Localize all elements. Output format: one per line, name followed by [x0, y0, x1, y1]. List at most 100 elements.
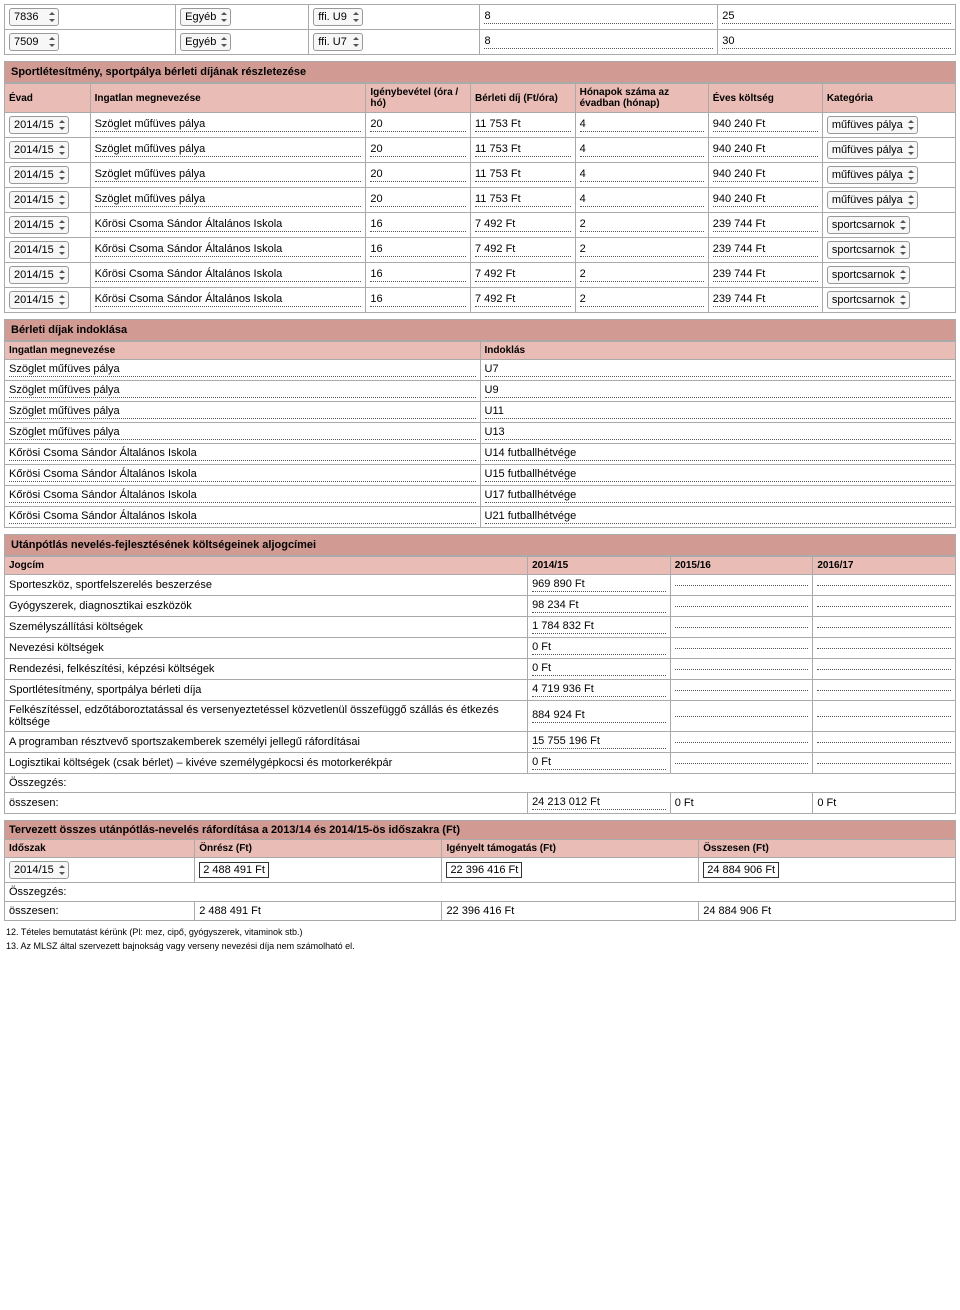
- aljogcim-v1: 4 719 936 Ft: [532, 683, 666, 697]
- rent-dij: 7 492 Ft: [475, 293, 571, 307]
- rent-honap: 2: [580, 243, 704, 257]
- top-type-select[interactable]: Egyéb: [180, 8, 231, 26]
- indoklas-indoklas: U21 futballhétvége: [485, 510, 952, 524]
- indoklas-indoklas: U13: [485, 426, 952, 440]
- aljogcim-v2: [675, 715, 809, 717]
- rent-kat-select[interactable]: sportcsarnok: [827, 291, 910, 309]
- rent-kat-select[interactable]: műfüves pálya: [827, 166, 918, 184]
- rent-evad-select[interactable]: 2014/15: [9, 291, 69, 309]
- aljogcim-name: Személyszállítási költségek: [5, 617, 528, 638]
- aljogcim-row: Felkészítéssel, edzőtáboroztatással és v…: [5, 701, 956, 732]
- indoklas-indoklas: U15 futballhétvége: [485, 468, 952, 482]
- footnote-13: 13. Az MLSZ által szervezett bajnokság v…: [6, 941, 954, 951]
- indoklas-indoklas: U11: [485, 405, 952, 419]
- rent-ingatlan: Kőrösi Csoma Sándor Általános Iskola: [95, 293, 362, 307]
- rent-ora: 20: [370, 118, 466, 132]
- rent-kat-select[interactable]: sportcsarnok: [827, 266, 910, 284]
- footnote-12: 12. Tételes bemutatást kérünk (Pl: mez, …: [6, 927, 954, 937]
- terv-title: Tervezett összes utánpótlás-nevelés ráfo…: [5, 821, 956, 840]
- top-cat-select[interactable]: ffi. U7: [313, 33, 363, 51]
- top-row: 7509Egyébffi. U7830: [5, 30, 956, 55]
- indoklas-indoklas: U14 futballhétvége: [485, 447, 952, 461]
- aljogcim-v3: [817, 584, 951, 586]
- indoklas-h2: Indoklás: [480, 342, 956, 360]
- aljogcim-row: Logisztikai költségek (csak bérlet) – ki…: [5, 753, 956, 774]
- rent-ingatlan: Szöglet műfüves pálya: [95, 143, 362, 157]
- rent-h-igeny: Igénybevétel (óra / hó): [366, 84, 471, 113]
- aljogcim-h-y3: 2016/17: [813, 557, 956, 575]
- rent-kat-select[interactable]: sportcsarnok: [827, 216, 910, 234]
- rent-h-evad: Évad: [5, 84, 91, 113]
- terv-evad-select[interactable]: 2014/15: [9, 861, 69, 879]
- rent-kat-select[interactable]: műfüves pálya: [827, 191, 918, 209]
- top-id-select[interactable]: 7836: [9, 8, 59, 26]
- aljogcim-total-v3: 0 Ft: [813, 793, 956, 814]
- rent-ora: 16: [370, 243, 466, 257]
- rent-koltseg: 239 744 Ft: [713, 293, 818, 307]
- rent-evad-select[interactable]: 2014/15: [9, 191, 69, 209]
- rent-honap: 2: [580, 268, 704, 282]
- aljogcim-v3: [817, 626, 951, 628]
- rent-row: 2014/15Kőrösi Csoma Sándor Általános Isk…: [5, 238, 956, 263]
- rent-evad-select[interactable]: 2014/15: [9, 241, 69, 259]
- rent-dij: 7 492 Ft: [475, 243, 571, 257]
- top-v1: 8: [484, 10, 713, 24]
- terv-ossz-box: 24 884 906 Ft: [703, 862, 779, 878]
- aljogcim-v1: 0 Ft: [532, 662, 666, 676]
- indoklas-title: Bérleti díjak indoklása: [4, 319, 956, 341]
- top-type-select[interactable]: Egyéb: [180, 33, 231, 51]
- rent-table: Évad Ingatlan megnevezése Igénybevétel (…: [4, 83, 956, 313]
- terv-h-onresz: Önrész (Ft): [195, 840, 442, 858]
- rent-kat-select[interactable]: sportcsarnok: [827, 241, 910, 259]
- rent-dij: 11 753 Ft: [475, 193, 571, 207]
- rent-h-kat: Kategória: [822, 84, 955, 113]
- rent-h-ingatlan: Ingatlan megnevezése: [90, 84, 366, 113]
- rent-row: 2014/15Kőrösi Csoma Sándor Általános Isk…: [5, 213, 956, 238]
- aljogcim-v3: [817, 715, 951, 717]
- aljogcim-v1: 0 Ft: [532, 641, 666, 655]
- aljogcim-name: Gyógyszerek, diagnosztikai eszközök: [5, 596, 528, 617]
- rent-evad-select[interactable]: 2014/15: [9, 116, 69, 134]
- aljogcim-v1: 1 784 832 Ft: [532, 620, 666, 634]
- top-id-select[interactable]: 7509: [9, 33, 59, 51]
- aljogcim-v2: [675, 647, 809, 649]
- rent-h-berleti: Bérleti díj (Ft/óra): [470, 84, 575, 113]
- aljogcim-v1: 969 890 Ft: [532, 578, 666, 592]
- aljogcim-v2: [675, 626, 809, 628]
- rent-ora: 16: [370, 218, 466, 232]
- rent-kat-select[interactable]: műfüves pálya: [827, 141, 918, 159]
- rent-ingatlan: Szöglet műfüves pálya: [95, 118, 362, 132]
- aljogcim-v2: [675, 689, 809, 691]
- aljogcim-total-v2: 0 Ft: [670, 793, 813, 814]
- rent-h-eves: Éves költség: [708, 84, 822, 113]
- top-v2: 25: [722, 10, 951, 24]
- aljogcim-row: Sporteszköz, sportfelszerelés beszerzése…: [5, 575, 956, 596]
- rent-evad-select[interactable]: 2014/15: [9, 141, 69, 159]
- aljogcim-row: Nevezési költségek0 Ft: [5, 638, 956, 659]
- aljogcim-v3: [817, 647, 951, 649]
- indoklas-row: Kőrösi Csoma Sándor Általános IskolaU21 …: [5, 507, 956, 528]
- rent-evad-select[interactable]: 2014/15: [9, 216, 69, 234]
- rent-evad-select[interactable]: 2014/15: [9, 266, 69, 284]
- aljogcim-h-y2: 2015/16: [670, 557, 813, 575]
- indoklas-indoklas: U17 futballhétvége: [485, 489, 952, 503]
- rent-honap: 4: [580, 118, 704, 132]
- aljogcim-total-label: összesen:: [5, 793, 528, 814]
- rent-koltseg: 239 744 Ft: [713, 243, 818, 257]
- rent-honap: 4: [580, 193, 704, 207]
- top-cat-select[interactable]: ffi. U9: [313, 8, 363, 26]
- indoklas-ingatlan: Szöglet műfüves pálya: [9, 363, 476, 377]
- rent-evad-select[interactable]: 2014/15: [9, 166, 69, 184]
- rent-kat-select[interactable]: műfüves pálya: [827, 116, 918, 134]
- rent-honap: 2: [580, 218, 704, 232]
- rent-ingatlan: Szöglet műfüves pálya: [95, 168, 362, 182]
- rent-ingatlan: Kőrösi Csoma Sándor Általános Iskola: [95, 268, 362, 282]
- indoklas-row: Kőrösi Csoma Sándor Általános IskolaU14 …: [5, 444, 956, 465]
- rent-row: 2014/15 Kőrösi Csoma Sándor Általános Isk…: [5, 263, 956, 288]
- rent-honap: 2: [580, 293, 704, 307]
- aljogcim-v1: 98 234 Ft: [532, 599, 666, 613]
- rent-ora: 20: [370, 193, 466, 207]
- terv-h-ossz: Összesen (Ft): [699, 840, 956, 858]
- rent-row: 2014/15Szöglet műfüves pálya2011 753 Ft4…: [5, 113, 956, 138]
- aljogcim-h-y1: 2014/15: [528, 557, 671, 575]
